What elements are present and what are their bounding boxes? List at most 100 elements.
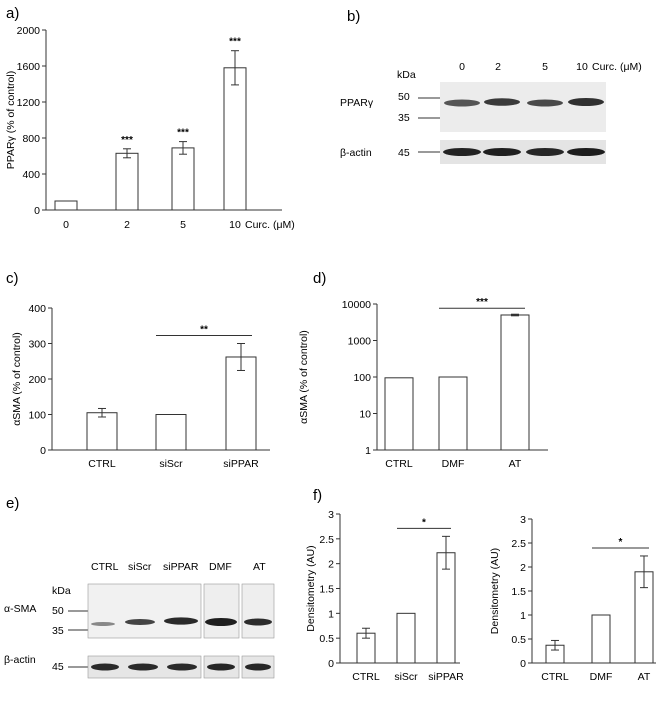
chart-a: 0 400 800 1200 1600 2000 PPARγ (% of control) 0… xyxy=(5,25,295,231)
bar xyxy=(500,314,530,451)
y-axis-label: Densitometry (AU) xyxy=(489,548,501,634)
x-tick-label: CTRL xyxy=(385,458,413,470)
significance-label: *** xyxy=(476,297,488,308)
lane-suffix: Curc. (μM) xyxy=(592,61,642,73)
lane-label: 0 xyxy=(459,61,465,73)
y-tick-label: 100 xyxy=(28,410,46,422)
x-tick-label: DMF xyxy=(442,458,465,470)
blot-band xyxy=(567,148,605,156)
x-tick-label: 2 xyxy=(124,219,130,231)
chart-d: 1 10 100 1000 10000 αSMA (% of control) CTRL DM… xyxy=(298,297,548,470)
blot-band xyxy=(527,99,563,107)
significance-label: * xyxy=(422,517,426,528)
blot-band xyxy=(568,98,604,106)
blot-band xyxy=(167,663,197,671)
bar xyxy=(396,612,416,664)
y-tick-label: 300 xyxy=(28,339,46,351)
blot-membrane xyxy=(203,583,240,639)
blot-membrane xyxy=(87,583,202,639)
blot-row-label: β-actin xyxy=(340,147,372,159)
y-tick-label: 1200 xyxy=(17,97,41,109)
y-tick-label: 0 xyxy=(520,658,526,670)
y-tick-label: 400 xyxy=(28,303,46,315)
significance-label: *** xyxy=(121,135,133,146)
x-tick-label: siPPAR xyxy=(223,458,259,470)
blot-band xyxy=(91,622,115,626)
blot-membrane xyxy=(440,82,606,132)
y-axis-label: PPARγ (% of control) xyxy=(5,71,17,169)
bar xyxy=(225,356,257,451)
lane-label: 10 xyxy=(576,61,588,73)
y-tick-label: 0.5 xyxy=(511,634,526,646)
significance-label: *** xyxy=(177,128,189,139)
blot-band xyxy=(164,617,198,625)
panel-label-f: f) xyxy=(313,487,322,504)
y-tick-label: 2.5 xyxy=(319,534,334,546)
y-tick-label: 200 xyxy=(28,374,46,386)
y-tick-label: 100 xyxy=(353,372,371,384)
y-tick-label: 0 xyxy=(34,205,40,217)
panel-label-e: e) xyxy=(6,495,19,512)
y-tick-label: 400 xyxy=(22,169,40,181)
y-tick-label: 1.5 xyxy=(319,584,334,596)
panel-label-b: b) xyxy=(347,8,360,25)
blot-band xyxy=(128,663,158,671)
marker-label: 50 xyxy=(398,91,410,103)
bar xyxy=(171,147,195,211)
blot-row-label: α-SMA xyxy=(4,603,36,615)
blot-row-label: β-actin xyxy=(4,654,36,666)
lane-label: 2 xyxy=(495,61,501,73)
x-tick-label: DMF xyxy=(590,671,613,683)
x-tick-label: CTRL xyxy=(352,671,380,683)
chart-f2: 0 0.5 1 1.5 2 2.5 3 Densitometry (AU) CTRL DMF AT * xyxy=(489,514,656,683)
y-tick-label: 10 xyxy=(359,409,371,421)
x-tick-label: CTRL xyxy=(541,671,569,683)
x-tick-label: AT xyxy=(638,671,651,683)
blot-band xyxy=(483,148,521,156)
x-tick-label: siScr xyxy=(159,458,183,470)
y-tick-label: 2000 xyxy=(17,25,41,37)
lane-label: DMF xyxy=(209,561,232,573)
blot-band xyxy=(207,663,235,671)
y-axis-label: Densitometry (AU) xyxy=(305,545,317,631)
x-tick-label: 5 xyxy=(180,219,186,231)
blot-band xyxy=(205,618,237,626)
y-tick-label: 2 xyxy=(328,559,334,571)
blot-band xyxy=(245,663,271,671)
y-tick-label: 800 xyxy=(22,133,40,145)
y-tick-label: 0 xyxy=(40,445,46,457)
significance-label: ** xyxy=(200,325,208,336)
panel-label-d: d) xyxy=(313,270,326,287)
marker-label: 50 xyxy=(52,605,64,617)
y-tick-label: 2.5 xyxy=(511,538,526,550)
x-tick-label: AT xyxy=(509,458,522,470)
blot-band xyxy=(443,148,481,156)
panel-label-a: a) xyxy=(6,5,19,22)
y-tick-label: 0 xyxy=(328,658,334,670)
marker-label: 45 xyxy=(398,147,410,159)
blot-band xyxy=(444,99,480,107)
bar xyxy=(155,414,187,451)
bar xyxy=(223,67,247,211)
chart-f1: 0 0.5 1 1.5 2 2.5 3 Densitometry (AU) CTRL siScr s… xyxy=(305,509,464,683)
bar xyxy=(384,377,414,451)
y-tick-label: 0.5 xyxy=(319,633,334,645)
kda-label: kDa xyxy=(397,69,416,81)
y-tick-label: 1 xyxy=(328,608,334,620)
western-blot-e: CTRL siScr siPPAR DMF AT kDa α-SMA 50 35… xyxy=(4,561,275,679)
panel-label-c: c) xyxy=(6,270,19,287)
lane-label: AT xyxy=(253,561,266,573)
marker-label: 45 xyxy=(52,661,64,673)
x-tick-label: 0 xyxy=(63,219,69,231)
blot-band xyxy=(91,663,119,671)
chart-c: 0 100 200 300 400 αSMA (% of control) CTRL siSc… xyxy=(11,303,270,470)
y-tick-label: 10000 xyxy=(342,299,371,311)
y-tick-label: 3 xyxy=(328,509,334,521)
x-tick-label: 10 xyxy=(229,219,241,231)
x-tick-label: siPPAR xyxy=(428,671,464,683)
y-tick-label: 3 xyxy=(520,514,526,526)
y-tick-label: 1 xyxy=(365,445,371,457)
significance-label: * xyxy=(619,537,623,548)
x-axis-unit: Curc. (μM) xyxy=(245,219,295,231)
